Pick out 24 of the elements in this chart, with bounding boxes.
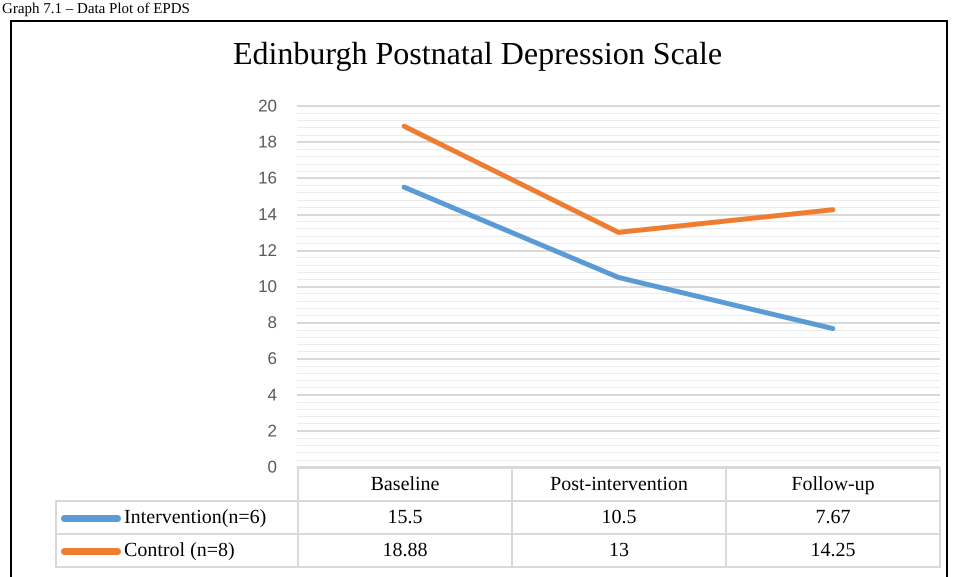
y-tick-label: 16 — [258, 168, 277, 188]
data-label: 15.5 — [298, 501, 512, 534]
y-tick-label: 4 — [268, 385, 277, 404]
y-tick-label: 0 — [268, 458, 277, 476]
data-label: 13 — [512, 534, 726, 567]
legend-label: Control (n=8) — [56, 534, 298, 567]
y-tick-label: 20 — [258, 96, 277, 116]
data-label: 10.5 — [512, 501, 726, 534]
data-label: 18.88 — [298, 534, 512, 567]
caption: Graph 7.1 – Data Plot of EPDS — [2, 0, 190, 18]
x-tick-label: Post-intervention — [512, 468, 726, 501]
y-tick-label: 2 — [268, 421, 277, 440]
y-tick-label: 8 — [268, 313, 277, 332]
y-tick-label: 18 — [258, 132, 277, 152]
y-tick-label: 6 — [268, 349, 277, 368]
y-tick-label: 12 — [258, 240, 277, 260]
chart-title: Edinburgh Postnatal Depression Scale — [232, 35, 722, 71]
data-label: 7.67 — [726, 501, 940, 534]
data-label: 14.25 — [726, 534, 940, 567]
x-tick-label: Follow-up — [726, 468, 940, 501]
legend-label: Intervention(n=6) — [56, 501, 298, 534]
x-tick-label: Baseline — [298, 468, 512, 501]
y-tick-label: 14 — [258, 204, 277, 224]
y-tick-label: 10 — [258, 277, 277, 296]
